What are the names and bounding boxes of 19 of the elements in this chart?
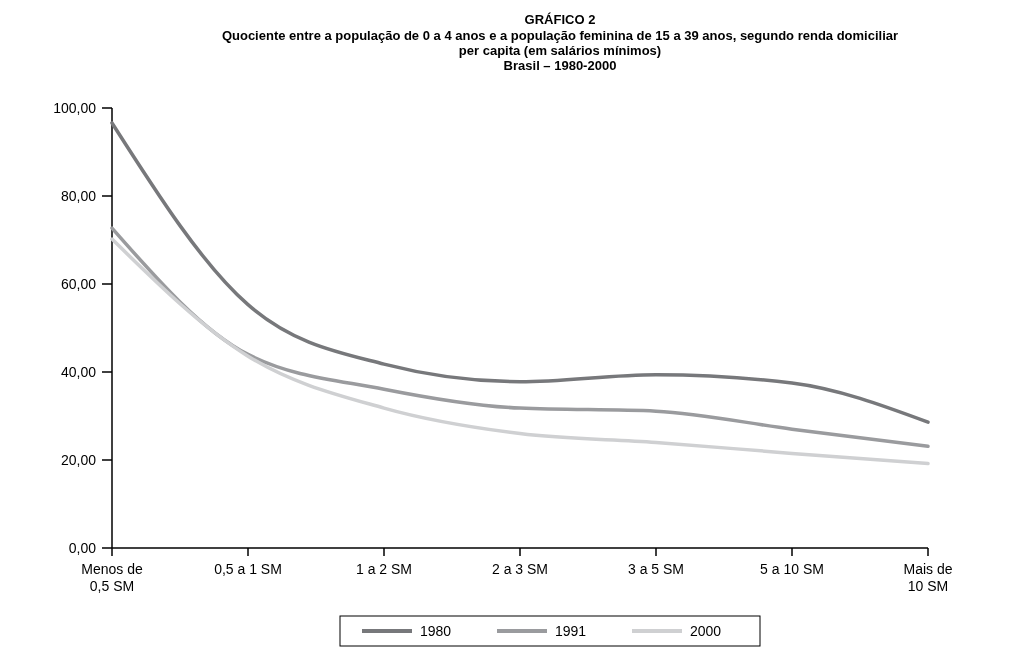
x-tick-label: 5 a 10 SM	[760, 561, 824, 577]
chart-subtitle: Quociente entre a população de 0 a 4 anos e a população feminina de 15 a 39 anos, segundo renda domiciliar per capita (em salários mínimos) Brasil – 1980-2000	[221, 28, 899, 73]
x-tick-label: Mais de 10 SM	[903, 561, 953, 594]
x-tick-label: 2 a 3 SM	[491, 561, 549, 577]
legend-label: 1991	[555, 623, 587, 639]
y-tick-label: 20,00	[60, 452, 97, 468]
y-tick-label: 80,00	[60, 188, 97, 204]
x-tick-label: 1 a 2 SM	[355, 561, 413, 577]
legend-label: 1980	[420, 623, 452, 639]
chart-title: GRÁFICO 2	[524, 12, 596, 27]
y-tick-label: 100,00	[53, 100, 97, 116]
y-tick-label: 60,00	[60, 276, 97, 292]
x-tick-label: 0,5 a 1 SM	[214, 561, 282, 577]
line-series	[110, 121, 930, 424]
y-tick-label: 0,00	[68, 540, 97, 556]
x-tick-label: 3 a 5 SM	[627, 561, 685, 577]
x-tick-label: Menos de 0,5 SM	[81, 561, 143, 594]
legend-label: 2000	[690, 623, 722, 639]
y-tick-label: 40,00	[60, 364, 97, 380]
